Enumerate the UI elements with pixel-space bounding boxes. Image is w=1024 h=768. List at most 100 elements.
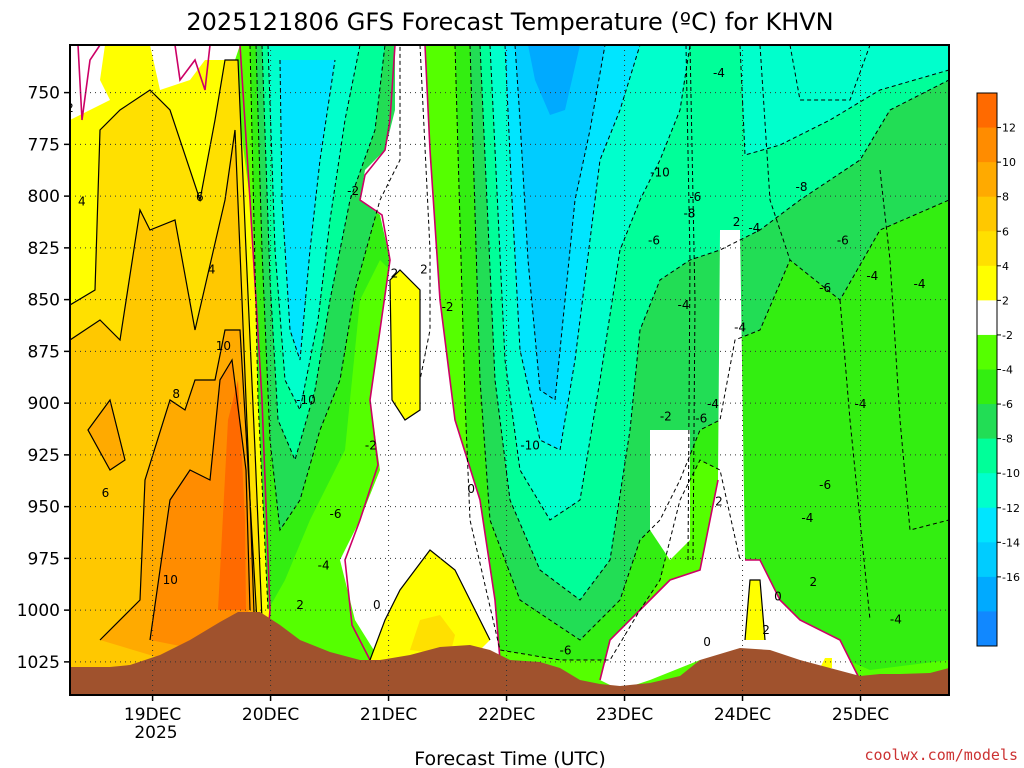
contour-label: -2 (660, 410, 672, 424)
warm-pocket-right (745, 580, 832, 668)
contour-label: 2 (762, 623, 770, 637)
colorbar-swatch (977, 473, 997, 509)
warm-pocket-center-top (390, 270, 420, 420)
contour-label: -6 (560, 643, 572, 657)
x-year-label: 2025 (134, 723, 177, 743)
y-tick-label: 1000 (17, 601, 60, 621)
x-axis: 19DEC 20DEC 21DEC 22DEC 23DEC 24DEC 25DEC (124, 695, 889, 725)
colorbar-swatch (977, 611, 997, 647)
colorbar-swatch (977, 334, 997, 370)
colorbar-label: -12 (1002, 502, 1020, 515)
chart-title: 2025121806 GFS Forecast Temperature (ºC)… (186, 8, 833, 36)
colorbar-label: -16 (1002, 571, 1020, 584)
colorbar-swatch (977, 576, 997, 612)
contour-label: -4 (734, 321, 746, 335)
warm-region-12c (218, 380, 246, 610)
contour-label: -2 (442, 300, 454, 314)
contour-label: 4 (208, 263, 216, 277)
contour-label: -4 (713, 66, 725, 80)
cold-region-14c (280, 60, 335, 360)
x-tick-label: 22DEC (478, 705, 535, 725)
colorbar-label: -10 (1002, 467, 1020, 480)
x-tick-label: 25DEC (832, 705, 889, 725)
contour-label: -10 (296, 393, 316, 407)
y-axis: 750 775 800 825 850 875 900 925 950 975 1000 1025 (17, 84, 70, 673)
colorbar-label: 12 (1002, 122, 1016, 135)
colorbar-label: 10 (1002, 156, 1016, 169)
terrain-surface (70, 612, 949, 695)
colorbar-swatch (977, 404, 997, 440)
contour-label: -8 (683, 207, 695, 221)
colorbar-label: -8 (1002, 433, 1013, 446)
colorbar-swatch (977, 438, 997, 474)
warm-pocket-center-low (370, 550, 490, 660)
y-tick-label: 900 (28, 394, 60, 414)
credit-text[interactable]: coolwx.com/models (864, 746, 1018, 764)
contour-label: -4 (318, 559, 330, 573)
x-tick-label: 20DEC (242, 705, 299, 725)
zero-contours (77, 45, 861, 681)
y-tick-label: 775 (28, 135, 60, 155)
contour-label: 10 (216, 339, 231, 353)
colorbar-label: 4 (1002, 260, 1009, 273)
colorbar-swatch (977, 196, 997, 232)
neutral-region-right (600, 230, 860, 690)
colorbar-label: -2 (1002, 329, 1013, 342)
colorbar: 12 10 8 6 4 2 -2 -4 -6 -8 -10 -12 -14 -16 (976, 92, 1020, 647)
colorbar-label: 8 (1002, 191, 1009, 204)
contour-label: -10 (520, 439, 540, 453)
contour-label: 0 (703, 635, 711, 649)
warm-pocket-center-low-inner (410, 615, 455, 655)
colorbar-label: 2 (1002, 294, 1009, 307)
colorbar-swatch (977, 231, 997, 267)
contour-label: 2 (733, 215, 741, 229)
contour-label: -6 (689, 190, 701, 204)
contour-label: 2 (66, 101, 74, 115)
colorbar-label: 6 (1002, 225, 1009, 238)
plot-area: 2464108610-10-222-2-2-6-4200-10-6-2-10-8… (66, 45, 949, 695)
colorbar-swatch (977, 265, 997, 301)
contour-label: 6 (196, 190, 204, 204)
contour-label: -4 (890, 612, 902, 626)
gridlines (70, 45, 949, 695)
x-tick-label: 24DEC (714, 705, 771, 725)
y-tick-label: 875 (28, 342, 60, 362)
plot-frame (69, 44, 950, 696)
contour-label: -6 (819, 478, 831, 492)
contour-label: -10 (650, 165, 670, 179)
colorbar-swatch (977, 300, 997, 336)
contour-label: -4 (914, 277, 926, 291)
contour-label: -4 (855, 397, 867, 411)
contour-label: -8 (796, 180, 808, 194)
contour-label: 4 (78, 194, 86, 208)
contour-label: -6 (819, 281, 831, 295)
cold-region-core-18c (528, 45, 580, 115)
warm-contours (70, 59, 766, 661)
contour-label: 0 (467, 482, 475, 496)
contour-label: 8 (172, 387, 180, 401)
contour-label: -4 (801, 511, 813, 525)
y-tick-label: 975 (28, 549, 60, 569)
cold-region-core-16c (515, 45, 605, 400)
contour-label: -2 (365, 439, 377, 453)
x-tick-label: 19DEC (124, 705, 181, 725)
contour-label: -4 (678, 298, 690, 312)
contour-label: 2 (809, 575, 817, 589)
contour-label: 0 (774, 590, 782, 604)
contour-label: -4 (748, 221, 760, 235)
contour-label: -6 (695, 412, 707, 426)
contour-label: 0 (373, 598, 381, 612)
contour-label: -6 (329, 507, 341, 521)
y-tick-label: 925 (28, 446, 60, 466)
contour-labels: 2464108610-10-222-2-2-6-4200-10-6-2-10-8… (66, 66, 926, 674)
x-tick-label: 21DEC (360, 705, 417, 725)
x-axis-label: Forecast Time (UTC) (414, 748, 605, 768)
colorbar-swatch (977, 507, 997, 543)
y-tick-label: 1025 (17, 653, 60, 673)
contour-label: 6 (102, 486, 110, 500)
neutral-region-left (70, 45, 240, 120)
colorbar-swatch (977, 93, 997, 129)
contour-label: -2 (347, 184, 359, 198)
colorbar-label: -14 (1002, 536, 1020, 549)
